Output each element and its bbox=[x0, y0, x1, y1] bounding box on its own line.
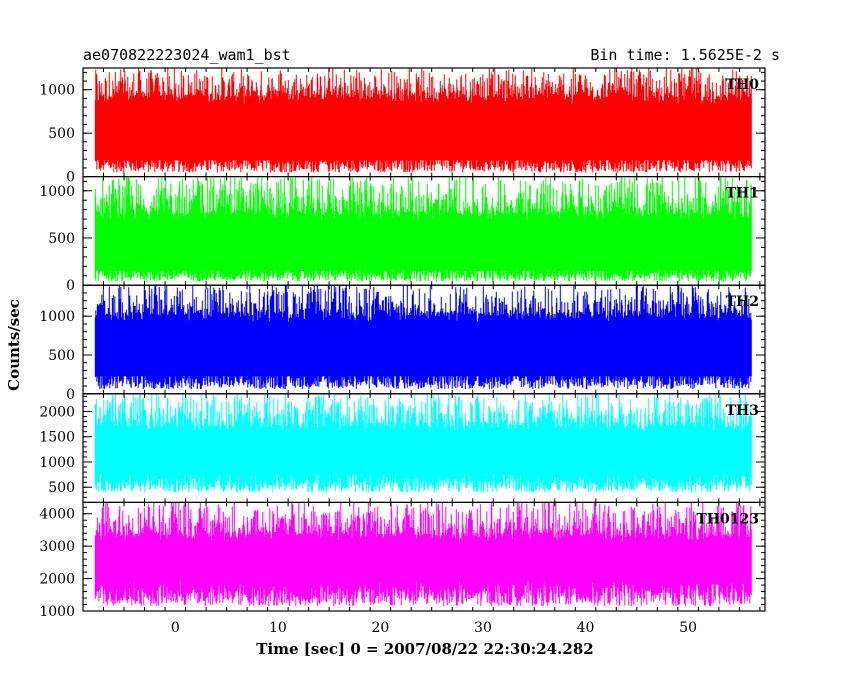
panel-th0: 0 500 1000 TH0 bbox=[39, 67, 766, 186]
x-tick-label: 0 bbox=[171, 620, 180, 636]
series-trace-th0 bbox=[94, 68, 752, 173]
y-tick-label: 0 bbox=[66, 170, 75, 186]
x-tick-label: 10 bbox=[269, 620, 287, 636]
x-tick-label: 20 bbox=[371, 620, 389, 636]
y-tick-label: 1000 bbox=[39, 83, 75, 99]
y-tick-label: 0 bbox=[66, 387, 75, 403]
y-tick-label: 1000 bbox=[39, 184, 75, 200]
chart-subtitle: Bin time: 1.5625E-2 s bbox=[590, 46, 780, 64]
y-tick-label: 1000 bbox=[39, 309, 75, 325]
y-tick-label: 3000 bbox=[39, 539, 75, 555]
panel-label-th3: TH3 bbox=[726, 403, 759, 419]
x-axis: 0 10 20 30 40 50 bbox=[171, 620, 697, 636]
panel-th3: 500 1000 1500 2000 TH3 bbox=[39, 393, 766, 503]
series-trace-th3 bbox=[94, 393, 752, 493]
panel-th2: 0 500 1000 TH2 bbox=[39, 284, 766, 403]
x-axis-label: Time [sec] 0 = 2007/08/22 22:30:24.282 bbox=[256, 640, 593, 658]
series-trace-th0123 bbox=[94, 502, 752, 607]
chart-title: ae070822223024_wam1_bst bbox=[83, 46, 291, 64]
panel-label-th1: TH1 bbox=[726, 186, 759, 202]
x-tick-label: 40 bbox=[577, 620, 595, 636]
panel-frame bbox=[82, 501, 766, 612]
series-trace-th2 bbox=[94, 285, 752, 390]
y-axis-label: Counts/sec bbox=[5, 299, 23, 391]
y-tick-label: 1000 bbox=[39, 604, 75, 620]
panel-label-th2: TH2 bbox=[726, 294, 759, 310]
x-tick-label: 30 bbox=[474, 620, 492, 636]
panel-th1: 0 500 1000 TH1 bbox=[39, 176, 766, 294]
panel-label-th0: TH0 bbox=[726, 77, 760, 93]
y-tick-label: 1500 bbox=[39, 430, 75, 446]
series-trace-th1 bbox=[94, 176, 752, 282]
y-tick-label: 500 bbox=[48, 480, 75, 496]
y-tick-label: 1000 bbox=[39, 455, 75, 471]
panel-label-th0123: TH0123 bbox=[696, 511, 759, 527]
y-tick-label: 4000 bbox=[39, 507, 75, 523]
y-tick-label: 0 bbox=[66, 278, 75, 294]
y-tick-label: 2000 bbox=[39, 572, 75, 588]
x-tick-label: 50 bbox=[679, 620, 697, 636]
y-tick-label: 2000 bbox=[39, 404, 75, 420]
y-tick-label: 500 bbox=[48, 126, 75, 142]
panel-stack: 0 500 1000 TH0 0 500 1000 TH1 0 500 1000 TH2 500 1000… bbox=[39, 67, 766, 620]
y-tick-label: 500 bbox=[48, 231, 75, 247]
panel-th0123: 1000 2000 3000 4000 TH0123 bbox=[39, 501, 766, 620]
y-tick-label: 500 bbox=[48, 348, 75, 364]
